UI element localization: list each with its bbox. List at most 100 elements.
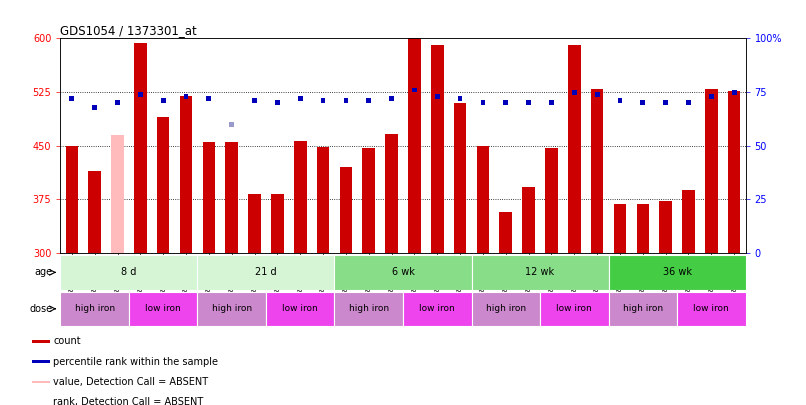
Bar: [202, 142, 215, 253]
Bar: [540, 292, 609, 326]
Text: low iron: low iron: [419, 304, 455, 313]
Text: high iron: high iron: [349, 304, 388, 313]
Point: [88, 104, 101, 111]
Bar: [500, 212, 512, 253]
Bar: [180, 96, 193, 253]
Bar: [334, 255, 472, 290]
Point: [522, 100, 535, 106]
Bar: [545, 148, 558, 253]
Point: [339, 98, 352, 104]
Bar: [677, 292, 746, 326]
Bar: [609, 292, 677, 326]
Bar: [197, 292, 266, 326]
Bar: [476, 146, 489, 253]
Text: high iron: high iron: [623, 304, 663, 313]
Bar: [111, 135, 124, 253]
Text: age: age: [34, 267, 52, 277]
Text: low iron: low iron: [693, 304, 729, 313]
Point: [728, 89, 741, 96]
Point: [545, 100, 558, 106]
Text: low iron: low iron: [145, 304, 181, 313]
Bar: [728, 91, 741, 253]
Bar: [591, 89, 604, 253]
Bar: [637, 204, 649, 253]
Point: [385, 95, 398, 102]
Text: rank, Detection Call = ABSENT: rank, Detection Call = ABSENT: [53, 397, 203, 405]
Bar: [472, 292, 540, 326]
Text: high iron: high iron: [75, 304, 114, 313]
Bar: [334, 292, 403, 326]
Bar: [294, 141, 306, 253]
Text: 8 d: 8 d: [121, 267, 137, 277]
Bar: [705, 89, 717, 253]
Point: [65, 95, 78, 102]
Text: low iron: low iron: [556, 304, 592, 313]
Point: [271, 100, 284, 106]
Bar: [32, 340, 50, 343]
Bar: [32, 401, 50, 404]
Point: [225, 121, 239, 128]
Bar: [271, 194, 284, 253]
Bar: [226, 142, 238, 253]
Bar: [363, 148, 375, 253]
Point: [202, 95, 215, 102]
Point: [454, 95, 467, 102]
Point: [317, 98, 330, 104]
Text: 6 wk: 6 wk: [392, 267, 414, 277]
Text: count: count: [53, 336, 81, 346]
Point: [613, 98, 626, 104]
Point: [499, 100, 513, 106]
Bar: [385, 134, 398, 253]
Bar: [65, 146, 78, 253]
Point: [156, 98, 169, 104]
Bar: [317, 147, 330, 253]
Text: dose: dose: [29, 304, 52, 314]
Bar: [248, 194, 261, 253]
Bar: [197, 255, 334, 290]
Text: GDS1054 / 1373301_at: GDS1054 / 1373301_at: [60, 24, 197, 37]
Bar: [60, 255, 197, 290]
Point: [180, 93, 193, 100]
Text: high iron: high iron: [212, 304, 251, 313]
Bar: [522, 187, 535, 253]
Bar: [568, 45, 580, 253]
Bar: [157, 117, 169, 253]
Bar: [266, 292, 334, 326]
Bar: [472, 255, 609, 290]
Text: percentile rank within the sample: percentile rank within the sample: [53, 356, 218, 367]
Bar: [89, 171, 101, 253]
Point: [362, 98, 375, 104]
Bar: [609, 255, 746, 290]
Bar: [408, 38, 421, 253]
Bar: [32, 360, 50, 363]
Text: 21 d: 21 d: [256, 267, 276, 277]
Point: [636, 100, 649, 106]
Text: value, Detection Call = ABSENT: value, Detection Call = ABSENT: [53, 377, 208, 387]
Point: [430, 93, 443, 100]
Text: 12 wk: 12 wk: [526, 267, 555, 277]
Point: [591, 91, 604, 98]
Point: [408, 87, 421, 93]
Text: high iron: high iron: [486, 304, 526, 313]
Point: [682, 100, 695, 106]
Bar: [454, 103, 467, 253]
Point: [111, 100, 124, 106]
Bar: [129, 292, 197, 326]
Bar: [613, 204, 626, 253]
Bar: [682, 190, 695, 253]
Bar: [431, 45, 443, 253]
Point: [293, 95, 306, 102]
Bar: [403, 292, 472, 326]
Point: [567, 89, 580, 96]
Bar: [659, 201, 672, 253]
Bar: [134, 43, 147, 253]
Bar: [339, 166, 352, 253]
Point: [476, 100, 489, 106]
Point: [134, 91, 147, 98]
Bar: [60, 292, 129, 326]
Text: 36 wk: 36 wk: [663, 267, 692, 277]
Point: [704, 93, 717, 100]
Point: [248, 98, 261, 104]
Bar: [32, 381, 50, 384]
Point: [659, 100, 672, 106]
